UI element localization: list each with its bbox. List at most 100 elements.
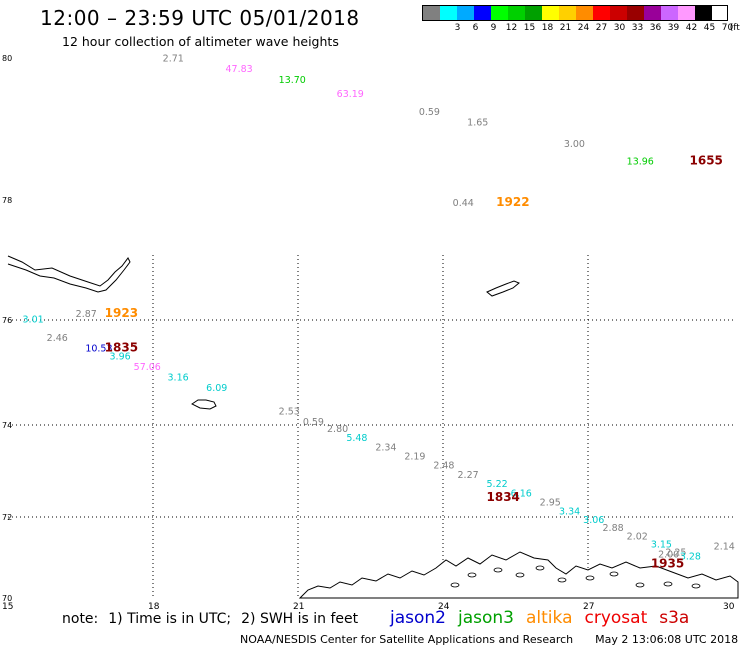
color-scale-tick: 6 bbox=[472, 23, 479, 33]
color-swatch bbox=[610, 6, 627, 20]
wave-height-value: 10.53 bbox=[85, 344, 112, 355]
color-scale-tick: 15 bbox=[523, 23, 536, 33]
color-swatch bbox=[593, 6, 610, 20]
color-scale-tick: 33 bbox=[631, 23, 644, 33]
island-shape bbox=[467, 572, 477, 578]
color-scale-swatches bbox=[422, 5, 728, 21]
color-scale-tick: 30 bbox=[613, 23, 626, 33]
lat-tick-label: 72 bbox=[2, 513, 12, 522]
wave-height-labels: 2.71 47.83 13.70 63.19 0.59 1.65 3.00 13.96 0.44… bbox=[23, 54, 735, 563]
wave-height-value: 2.87 bbox=[76, 309, 97, 320]
lat-lon-grid bbox=[8, 255, 733, 598]
lat-tick-label: 70 bbox=[2, 594, 12, 603]
color-scale-tick: 39 bbox=[667, 23, 680, 33]
lon-tick-label: 27 bbox=[583, 602, 594, 612]
note-utc: 1) Time is in UTC; bbox=[108, 611, 232, 627]
color-scale-tick: 21 bbox=[559, 23, 572, 33]
wave-height-value: 57.06 bbox=[134, 362, 161, 373]
satellite-legend-item: altika bbox=[526, 608, 573, 628]
color-swatch bbox=[474, 6, 491, 20]
satellite-legend: jason2 jason3 altika cryosat s3a bbox=[390, 608, 701, 628]
wave-height-value: 2.95 bbox=[540, 498, 561, 509]
wave-height-value: 2.19 bbox=[404, 452, 425, 463]
island-shape bbox=[691, 583, 701, 589]
wave-height-value: 2.88 bbox=[603, 523, 624, 534]
color-swatch bbox=[457, 6, 474, 20]
island-shape bbox=[635, 582, 645, 588]
color-swatch bbox=[644, 6, 661, 20]
wave-height-value: 3.01 bbox=[23, 315, 44, 326]
satellite-legend-item: cryosat bbox=[584, 608, 648, 628]
wave-height-value: 5.22 bbox=[487, 479, 508, 490]
color-swatch bbox=[576, 6, 593, 20]
lon-tick-label: 30 bbox=[723, 602, 735, 612]
color-swatch bbox=[491, 6, 508, 20]
wave-height-value: 1.65 bbox=[467, 117, 488, 128]
color-scale-tick: 18 bbox=[541, 23, 554, 33]
pass-time-label: 1923 bbox=[105, 306, 138, 320]
note-prefix: note: bbox=[62, 611, 99, 627]
satellite-legend-item: jason3 bbox=[458, 608, 514, 628]
wave-height-value: 6.16 bbox=[511, 488, 532, 499]
lat-tick-label: 76 bbox=[2, 316, 12, 325]
wave-height-value: 0.44 bbox=[453, 198, 474, 209]
wave-height-value: 2.25 bbox=[665, 547, 686, 558]
color-swatch bbox=[542, 6, 559, 20]
color-swatch bbox=[627, 6, 644, 20]
color-scale-tick: 42 bbox=[685, 23, 698, 33]
wave-height-value: 13.70 bbox=[279, 75, 306, 86]
color-scale-tick: 45 bbox=[703, 23, 716, 33]
footer-org: NOAA/NESDIS Center for Satellite Applica… bbox=[240, 633, 574, 646]
wave-height-value: 2.80 bbox=[327, 424, 348, 435]
wave-height-value: 2.71 bbox=[163, 54, 184, 65]
footer-timestamp: May 2 13:06:08 UTC 2018 bbox=[595, 633, 739, 646]
note-feet: 2) SWH is in feet bbox=[241, 611, 359, 627]
wave-height-value: 2.27 bbox=[458, 470, 479, 481]
wave-height-value: 2.34 bbox=[375, 442, 396, 453]
color-scale-tick: 36 bbox=[649, 23, 662, 33]
pass-time-label: 1922 bbox=[496, 195, 529, 209]
coastline-segment bbox=[191, 399, 217, 410]
lon-tick-label: 24 bbox=[438, 602, 450, 612]
island-shape bbox=[609, 571, 619, 577]
pass-time-label: 1935 bbox=[651, 557, 684, 571]
island-shape bbox=[515, 572, 525, 578]
color-swatch bbox=[661, 6, 678, 20]
wave-height-value: 2.46 bbox=[47, 333, 68, 344]
wave-height-value: 2.53 bbox=[279, 407, 300, 418]
satellite-legend-item: s3a bbox=[659, 608, 690, 628]
wave-height-value: 3.00 bbox=[564, 139, 585, 150]
lon-tick-label: 15 bbox=[2, 602, 13, 612]
lat-tick-label: 74 bbox=[2, 421, 12, 430]
satellite-legend-item: jason2 bbox=[390, 608, 446, 628]
coastline-segment bbox=[7, 255, 131, 293]
map-subtitle: 12 hour collection of altimeter wave hei… bbox=[62, 34, 339, 49]
island-shape bbox=[535, 565, 545, 571]
color-scale-tick: 9 bbox=[490, 23, 497, 33]
pass-time-label: 1834 bbox=[487, 490, 520, 504]
coastlines bbox=[7, 255, 739, 599]
color-swatch bbox=[525, 6, 542, 20]
wave-height-value: 3.34 bbox=[559, 507, 580, 518]
color-scale-tick: 24 bbox=[577, 23, 590, 33]
color-swatch bbox=[423, 6, 440, 20]
wave-height-value: 3.16 bbox=[168, 372, 189, 383]
color-swatch bbox=[678, 6, 695, 20]
lat-tick-label: 78 bbox=[2, 196, 12, 205]
coastline-segment bbox=[486, 280, 520, 297]
footnote: note: 1) Time is in UTC; 2) SWH is in feet bbox=[62, 611, 368, 627]
wave-height-value: 6.09 bbox=[206, 383, 227, 394]
color-swatch bbox=[695, 6, 712, 20]
map-title: 12:00 – 23:59 UTC 05/01/2018 bbox=[40, 6, 360, 30]
pass-time-labels: 1655 1922 1923 1835 1834 1935 bbox=[105, 154, 723, 571]
wave-height-value: 13.96 bbox=[627, 157, 654, 168]
wave-height-value: 0.59 bbox=[419, 107, 440, 118]
lon-tick-label: 21 bbox=[293, 602, 304, 612]
lon-tick-label: 18 bbox=[148, 602, 160, 612]
wave-height-value: 2.02 bbox=[627, 531, 648, 542]
wave-height-value: 3.96 bbox=[110, 351, 131, 362]
color-scale-tick: 3 bbox=[454, 23, 461, 33]
footer: NOAA/NESDIS Center for Satellite Applica… bbox=[240, 633, 738, 646]
island-shape bbox=[557, 577, 567, 583]
